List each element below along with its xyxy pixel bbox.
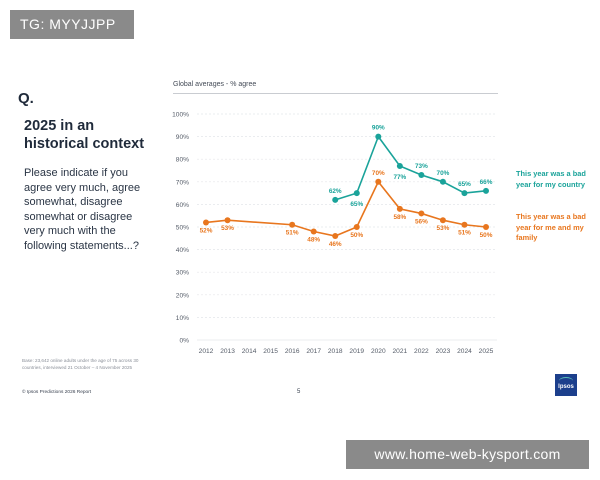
point-country (483, 187, 489, 194)
x-tick-label: 2023 (436, 348, 451, 355)
x-tick-label: 2013 (220, 348, 235, 355)
data-label-family: 48% (307, 237, 320, 244)
chart-subtitle: Global averages - % agree (173, 81, 257, 88)
data-label-family: 51% (458, 230, 471, 237)
x-tick-label: 2021 (393, 348, 408, 355)
point-family (310, 228, 317, 235)
point-family (332, 233, 339, 240)
y-tick-label: 0% (179, 338, 189, 345)
data-label-country: 73% (415, 163, 428, 170)
y-tick-label: 20% (176, 292, 189, 299)
point-country (332, 196, 339, 203)
data-label-country: 70% (437, 170, 450, 177)
series-line-family (205, 180, 487, 237)
point-country (353, 190, 360, 197)
data-label-family: 46% (329, 241, 342, 248)
y-tick-label: 50% (176, 225, 189, 232)
point-family (375, 178, 382, 185)
data-label-family: 52% (200, 227, 213, 234)
y-tick-label: 40% (176, 247, 189, 254)
legend-country: This year was a bad year for my country (516, 169, 586, 189)
point-country (439, 178, 446, 185)
data-label-family: 53% (437, 225, 450, 232)
y-tick-label: 100% (172, 112, 189, 119)
point-family (396, 205, 403, 212)
point-country (418, 172, 425, 179)
point-family (353, 224, 360, 230)
data-label-country: 62% (329, 188, 342, 195)
point-family (418, 210, 425, 217)
data-label-country: 65% (350, 201, 363, 208)
y-tick-label: 60% (176, 202, 189, 209)
x-tick-label: 2024 (457, 348, 472, 355)
data-label-country: 90% (372, 125, 385, 132)
data-label-country: 77% (393, 174, 406, 181)
data-label-family: 58% (393, 214, 406, 221)
point-country (375, 133, 382, 140)
x-tick-label: 2012 (199, 348, 214, 355)
page-number: 5 (297, 389, 301, 395)
point-family (461, 221, 468, 228)
y-tick-label: 80% (176, 157, 189, 164)
x-tick-label: 2019 (349, 348, 364, 355)
data-label-family: 56% (415, 218, 428, 225)
footer-url: www.home-web-kysport.com (346, 440, 589, 469)
x-tick-label: 2016 (285, 348, 300, 355)
y-tick-label: 70% (176, 179, 189, 186)
data-label-country: 66% (480, 179, 493, 186)
slide-title: 2025 in an historical context (24, 118, 145, 152)
point-country (396, 162, 403, 169)
y-tick-label: 30% (176, 270, 189, 277)
legend-family: This year was a bad year for me and my f… (516, 212, 586, 242)
point-family (483, 224, 489, 230)
x-tick-label: 2014 (242, 348, 257, 355)
data-label-family: 50% (480, 232, 493, 239)
point-country (461, 190, 468, 197)
question-icon: Q. (18, 90, 34, 107)
point-family (439, 217, 446, 224)
data-label-country: 65% (458, 181, 471, 188)
x-tick-label: 2022 (414, 348, 429, 355)
watermark-tag: TG: MYYJJPP (10, 10, 134, 39)
data-label-family: 53% (221, 225, 234, 232)
data-label-family: 50% (350, 232, 363, 239)
question-text: Please indicate if you agree very much, … (24, 167, 141, 252)
point-family (289, 221, 296, 228)
ipsos-logo: Ipsos (555, 374, 577, 396)
series-line-country (334, 134, 487, 201)
data-label-family: 70% (372, 170, 385, 177)
x-tick-label: 2017 (306, 348, 321, 355)
x-tick-label: 2020 (371, 348, 386, 355)
x-tick-label: 2018 (328, 348, 343, 355)
x-tick-label: 2025 (479, 348, 494, 355)
point-family (203, 219, 209, 226)
y-tick-label: 90% (176, 134, 189, 141)
y-tick-label: 10% (176, 315, 189, 322)
copyright: © Ipsos Predictions 2026 Report (22, 390, 92, 395)
base-note: Base: 23,642 online adults under the age… (22, 358, 139, 370)
point-family (224, 217, 231, 224)
x-tick-label: 2015 (263, 348, 278, 355)
data-label-family: 51% (286, 230, 299, 237)
subtitle-divider (173, 93, 498, 94)
